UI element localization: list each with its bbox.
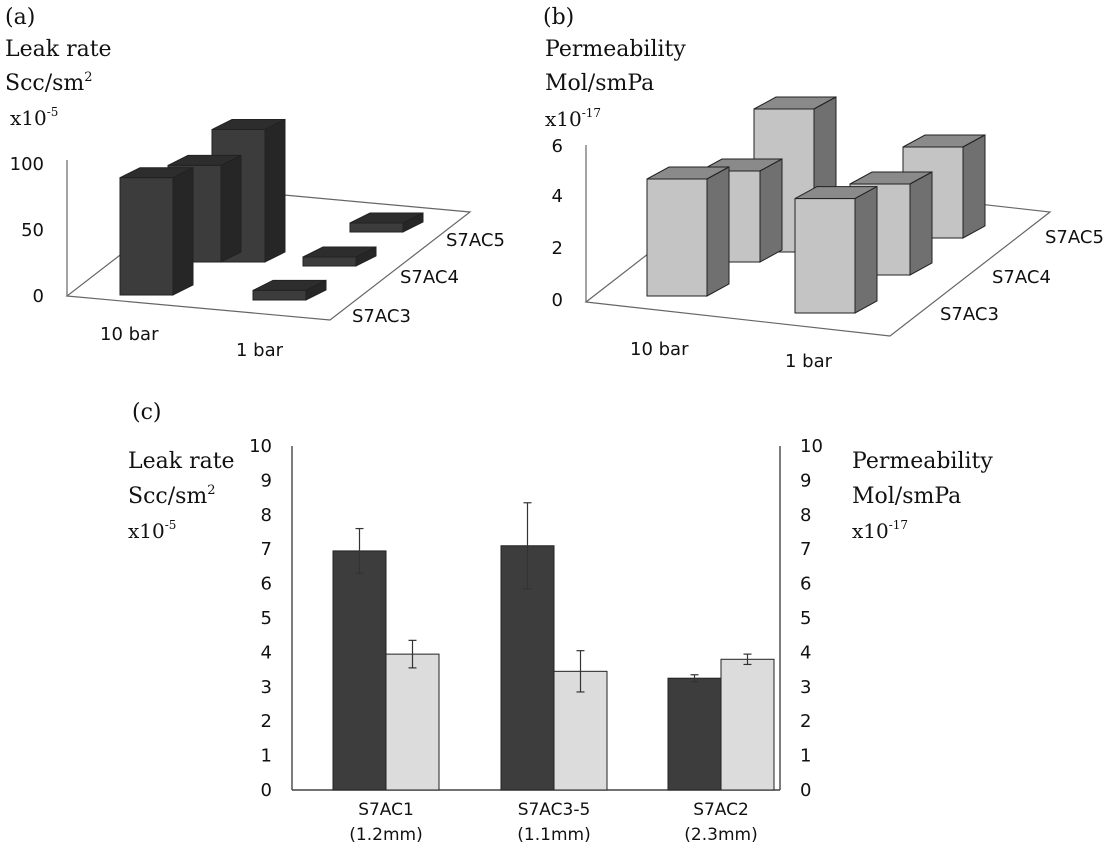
bar-c-series1-0: [332, 550, 387, 791]
bar-c-series2-2: [720, 658, 775, 791]
panel-b-xtick: 1 bar: [785, 351, 833, 372]
panel-c-label: (c): [132, 400, 162, 425]
bar-b-1bar-S7AC3-front: [794, 198, 856, 314]
panel-c-left-label-line3: x10-5: [128, 518, 176, 543]
panel-a-bars: [119, 118, 424, 301]
panel-c-left-ytick: 8: [261, 505, 272, 526]
panel-c-left-ytick: 0: [261, 780, 272, 801]
panel-a-ytick: 0: [33, 286, 44, 307]
bar-b-1bar-S7AC5-side: [962, 134, 986, 239]
panel-c-left-ytick: 2: [261, 711, 272, 732]
panel-a-ztick: S7AC3: [352, 306, 411, 327]
bar-a-10bar-S7AC4-side: [220, 154, 242, 263]
panel-c-right-label-line3: x10-17: [852, 518, 908, 543]
panel-c-left-ytick: 6: [261, 574, 272, 595]
panel-c-right-ytick: 9: [800, 470, 811, 491]
panel-b-label: (b): [543, 5, 574, 30]
panel-c-left-ytick: 9: [261, 470, 272, 491]
panel-c-right-ytick: 6: [800, 574, 811, 595]
panel-c-right-ytick: 2: [800, 711, 811, 732]
bar-a-1bar-S7AC5: [349, 212, 424, 233]
panel-c-right-ytick: 8: [800, 505, 811, 526]
panel-c-xtick: S7AC2: [693, 800, 749, 820]
panel-c-left-ytick: 3: [261, 677, 272, 698]
bar-b-1bar-S7AC4-side: [909, 171, 933, 276]
bar-a-10bar-S7AC3-front: [119, 177, 174, 296]
panel-a-xtick: 1 bar: [236, 340, 284, 361]
panel-c-xtick: S7AC1: [358, 800, 414, 820]
panel-a-ytick: 100: [10, 154, 44, 175]
panel-c-xtick: (1.1mm): [517, 825, 590, 845]
panel-c-right-ytick: 0: [800, 780, 811, 801]
panel-b-ytick: 0: [552, 290, 563, 311]
panel-b-ylabel-line1: Permeability: [545, 37, 686, 62]
panel-c-xtick: (1.2mm): [349, 825, 422, 845]
panel-b-ylabel-line3: x10-17: [545, 106, 601, 131]
panel-c-left-ytick: 10: [249, 436, 272, 457]
panel-c-right-ytick: 4: [800, 642, 811, 663]
panel-b-bars: [646, 96, 986, 314]
bar-b-1bar-S7AC3: [794, 185, 878, 314]
panel-c: (c) Leak rate Scc/sm2 x10-5 Permeability…: [128, 400, 993, 845]
bar-a-1bar-S7AC5-front: [349, 222, 404, 233]
bar-a-1bar-S7AC4-front: [302, 256, 357, 267]
bar-a-1bar-S7AC4: [302, 246, 377, 267]
panel-a-ytick: 50: [21, 220, 44, 241]
panel-c-left-ytick: 1: [261, 746, 272, 767]
panel-c-left-ytick: 4: [261, 642, 272, 663]
panel-c-xlabels: S7AC1 (1.2mm) S7AC3-5 (1.1mm) S7AC2 (2.3mm): [349, 800, 757, 845]
bar-b-10bar-S7AC4-side: [759, 158, 783, 263]
panel-c-xtick: S7AC3-5: [518, 800, 591, 820]
panel-c-left-label-line1: Leak rate: [128, 449, 235, 474]
panel-b-ztick: S7AC3: [940, 304, 999, 325]
panel-a-ztick: S7AC5: [446, 230, 505, 251]
bar-b-10bar-S7AC3: [646, 166, 730, 297]
panel-b-ytick: 2: [552, 238, 563, 259]
bar-b-10bar-S7AC3-front: [646, 178, 708, 297]
panel-c-ticks: 0 0 1 1 2 2 3 3 4 4 5 5 6 6 7 7 8 8 9 9 10 10: [249, 436, 823, 801]
bar-c-series2-0: [385, 653, 440, 791]
panel-c-right-ytick: 3: [800, 677, 811, 698]
panel-b-ytick: 6: [552, 136, 563, 157]
panel-a: (a) Leak rate Scc/sm2 x10-5 100 50 0 10 …: [5, 5, 505, 361]
panel-c-right-label-line2: Mol/smPa: [852, 484, 961, 509]
panel-b: (b) Permeability Mol/smPa x10-17 6 4 2 0…: [543, 5, 1104, 372]
bar-b-1bar-S7AC3-side: [854, 185, 878, 314]
bar-c-series1-2: [667, 677, 722, 791]
panel-b-ytick: 4: [552, 186, 563, 207]
bar-a-1bar-S7AC3: [252, 279, 327, 301]
panel-c-right-ytick: 10: [800, 436, 823, 457]
panel-c-xtick: (2.3mm): [684, 825, 757, 845]
panel-a-ylabel-line3: x10-5: [10, 105, 58, 130]
bar-a-1bar-S7AC3-front: [252, 289, 307, 301]
panel-c-left-ytick: 7: [261, 539, 272, 560]
panel-c-right-ytick: 7: [800, 539, 811, 560]
bar-a-10bar-S7AC3-side: [172, 166, 194, 296]
panel-a-ztick: S7AC4: [400, 267, 459, 288]
panel-b-xtick: 10 bar: [630, 339, 689, 360]
bar-b-10bar-S7AC3-side: [706, 166, 730, 297]
panel-c-right-label-line1: Permeability: [852, 449, 993, 474]
panel-a-ylabel-line1: Leak rate: [5, 37, 112, 62]
panel-b-ztick: S7AC5: [1045, 227, 1104, 248]
panel-b-ztick: S7AC4: [992, 267, 1051, 288]
panel-a-ylabel-line2: Scc/sm2: [5, 70, 93, 96]
panel-c-bars: [332, 502, 775, 791]
panel-b-ylabel-line2: Mol/smPa: [545, 71, 654, 96]
panel-c-left-ytick: 5: [261, 608, 272, 629]
bar-a-10bar-S7AC5-side: [264, 118, 286, 263]
panel-a-label: (a): [5, 5, 35, 30]
panel-c-right-ytick: 5: [800, 608, 811, 629]
panel-c-right-ytick: 1: [800, 746, 811, 767]
panel-c-left-label-line2: Scc/sm2: [128, 483, 216, 509]
bar-a-10bar-S7AC3: [119, 166, 194, 296]
panel-a-xtick: 10 bar: [100, 324, 159, 345]
